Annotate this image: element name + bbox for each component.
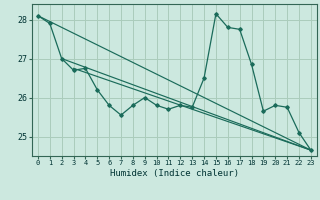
- X-axis label: Humidex (Indice chaleur): Humidex (Indice chaleur): [110, 169, 239, 178]
